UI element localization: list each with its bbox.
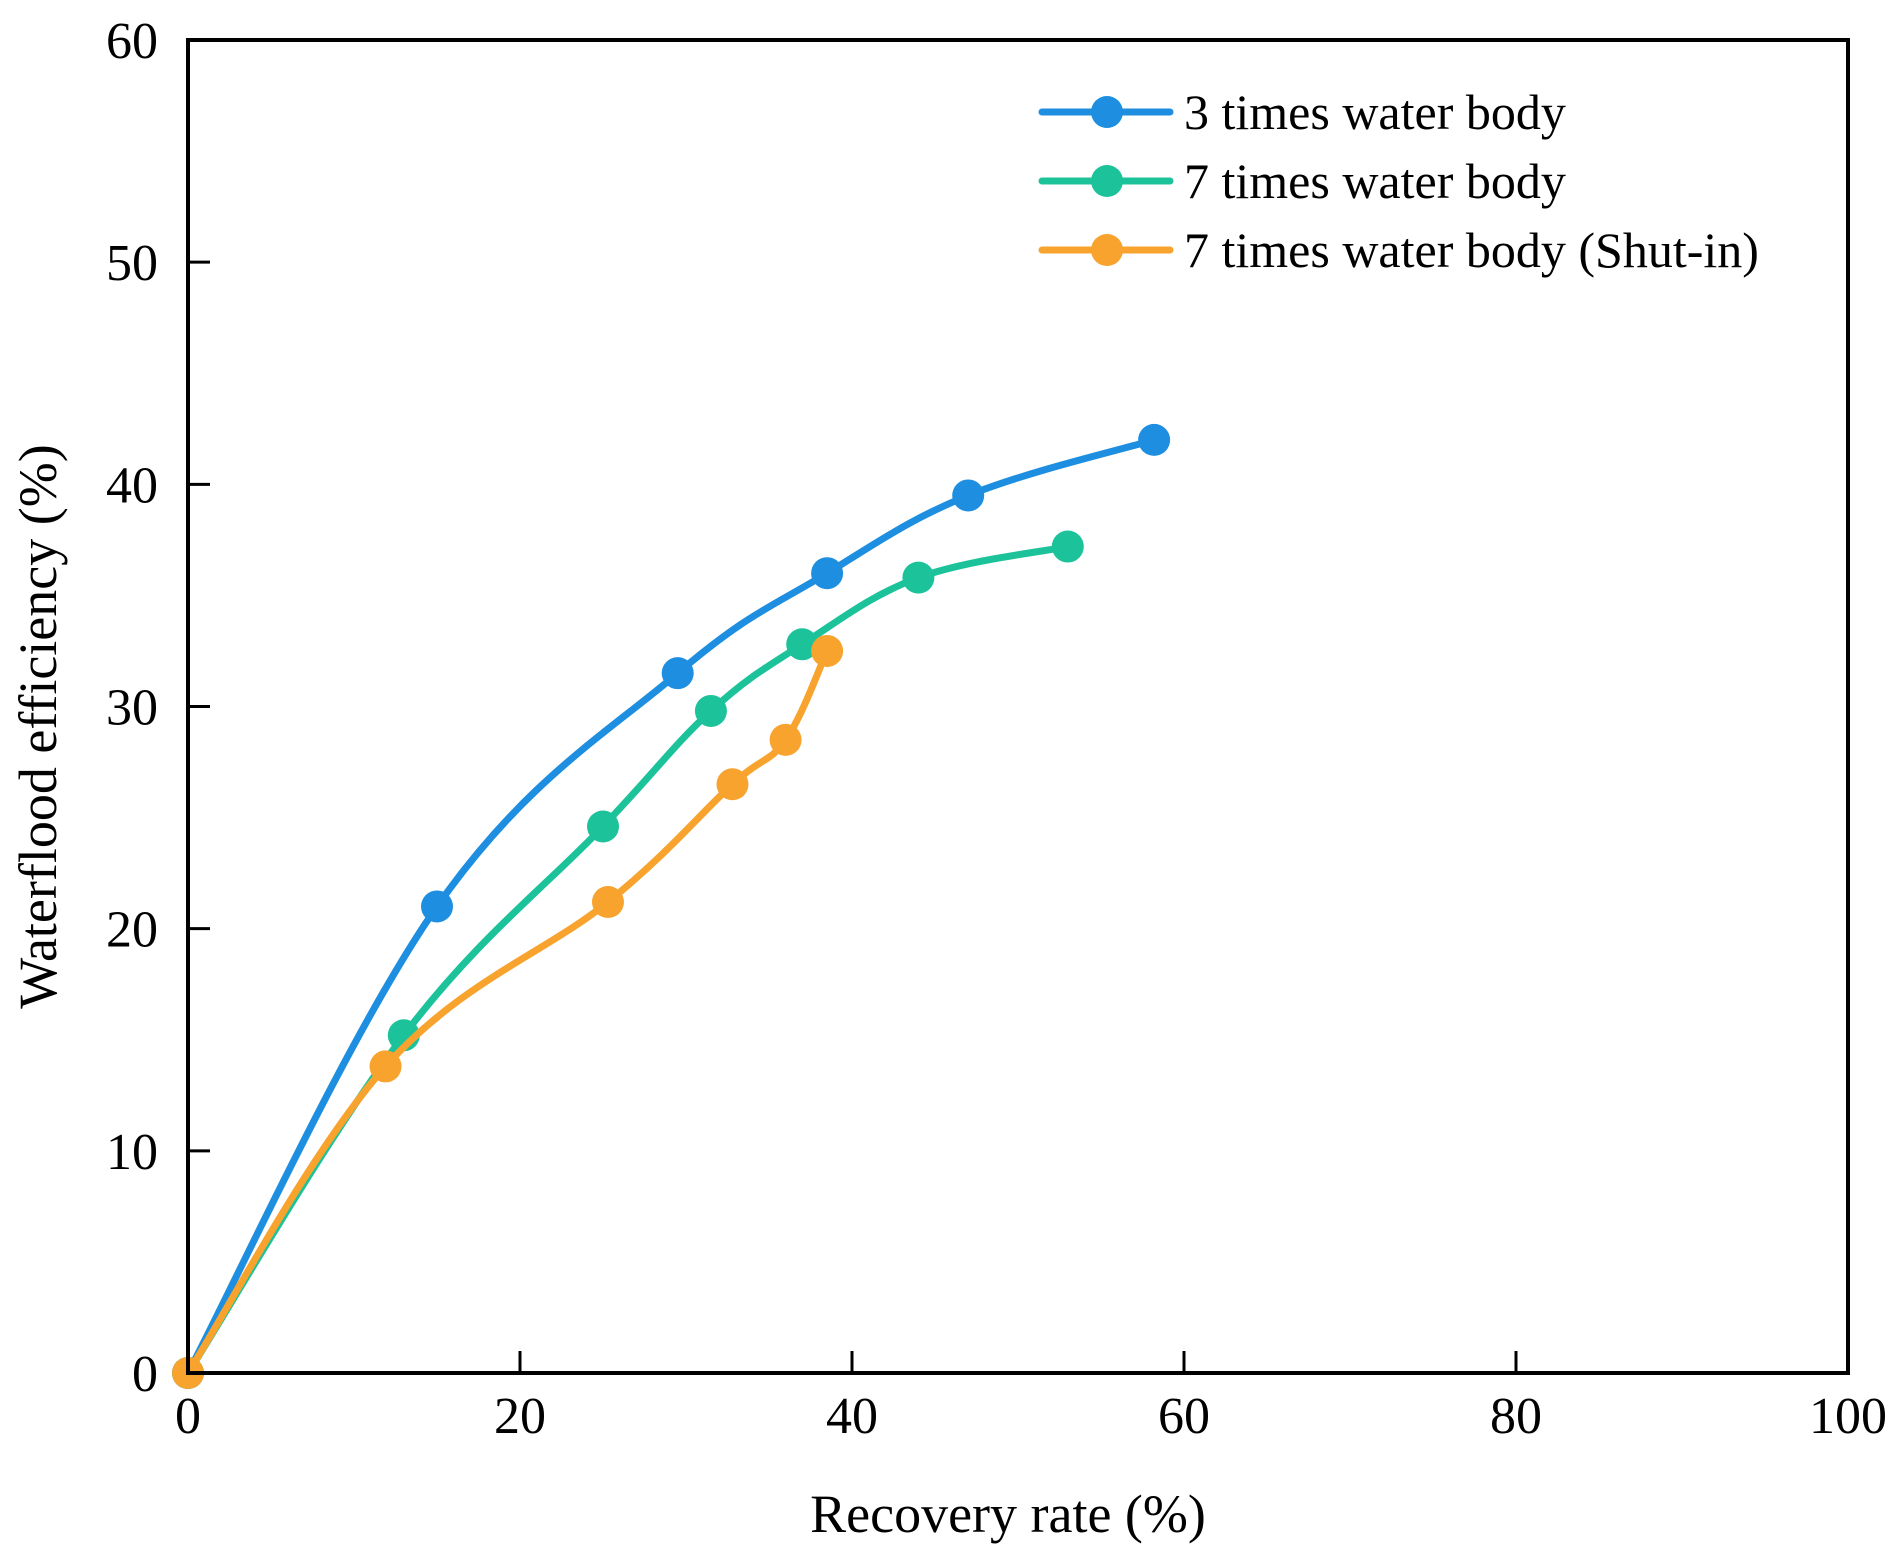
data-point bbox=[811, 634, 844, 667]
data-point bbox=[786, 628, 819, 661]
x-tick-label: 80 bbox=[1490, 1388, 1542, 1445]
legend-label: 3 times water body bbox=[1184, 84, 1566, 140]
x-tick-label: 20 bbox=[494, 1388, 546, 1445]
series-line bbox=[184, 647, 831, 1377]
data-point bbox=[902, 561, 935, 594]
data-point bbox=[1051, 530, 1084, 563]
series-line bbox=[184, 543, 1072, 1377]
y-tick-label: 40 bbox=[106, 457, 158, 514]
x-tick-label: 0 bbox=[175, 1388, 201, 1445]
x-tick-label: 40 bbox=[826, 1388, 878, 1445]
data-point bbox=[769, 723, 802, 756]
data-point bbox=[661, 657, 694, 690]
legend-marker bbox=[1091, 96, 1123, 128]
y-tick-label: 60 bbox=[106, 13, 158, 70]
y-tick-label: 50 bbox=[106, 235, 158, 292]
data-point bbox=[587, 810, 619, 843]
y-tick-label: 10 bbox=[106, 1124, 158, 1181]
y-tick-label: 30 bbox=[106, 680, 158, 737]
legend: 3 times water body 7 times water body 7 ti… bbox=[1038, 84, 1759, 278]
data-point bbox=[811, 557, 844, 590]
series-line bbox=[184, 436, 1158, 1377]
plot-area bbox=[172, 423, 1171, 1389]
data-point bbox=[1138, 423, 1171, 456]
data-point bbox=[952, 479, 985, 512]
legend-entry: 7 times water body (Shut-in) bbox=[1038, 222, 1759, 278]
y-tick-label: 0 bbox=[132, 1346, 158, 1403]
x-tick-label: 100 bbox=[1809, 1388, 1887, 1445]
series-3 bbox=[172, 634, 844, 1389]
x-tick-label: 60 bbox=[1158, 1388, 1210, 1445]
series-1 bbox=[172, 423, 1171, 1389]
data-point bbox=[694, 694, 727, 727]
series-2 bbox=[172, 530, 1084, 1389]
legend-label: 7 times water body (Shut-in) bbox=[1184, 222, 1759, 278]
data-point bbox=[591, 886, 624, 919]
data-point bbox=[716, 768, 749, 801]
axes: 0 20 40 60 80 100 0 10 20 30 40 50 60 Recovery rate (… bbox=[8, 13, 1887, 1544]
legend-entry: 3 times water body bbox=[1038, 84, 1566, 140]
legend-entry: 7 times water body bbox=[1038, 153, 1566, 209]
legend-label: 7 times water body bbox=[1184, 153, 1566, 209]
data-point bbox=[369, 1050, 402, 1083]
x-axis-title: Recovery rate (%) bbox=[810, 1484, 1206, 1544]
data-point bbox=[421, 890, 453, 923]
legend-marker bbox=[1091, 234, 1123, 266]
y-tick-label: 20 bbox=[106, 902, 158, 959]
legend-marker bbox=[1091, 165, 1123, 197]
y-axis-title: Waterflood efficiency (%) bbox=[8, 444, 68, 1008]
